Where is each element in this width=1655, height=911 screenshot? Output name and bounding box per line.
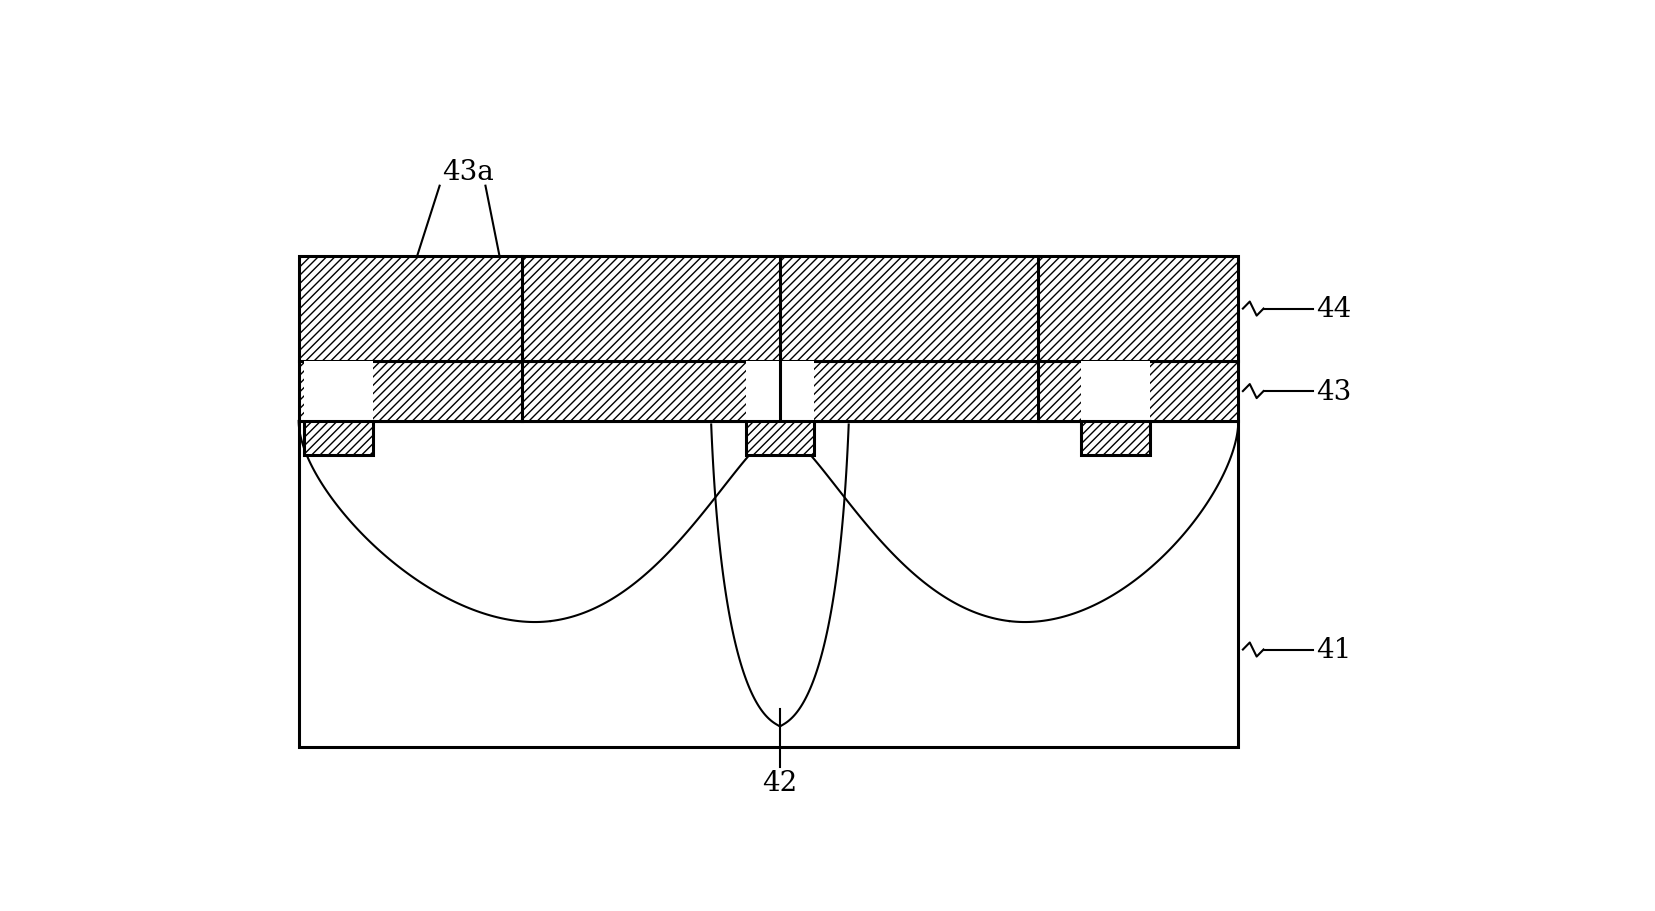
Text: 43a: 43a — [442, 159, 493, 186]
Bar — [1081, 422, 1149, 456]
Bar — [298, 362, 1238, 422]
Bar — [305, 362, 372, 422]
Text: 41: 41 — [1316, 636, 1350, 663]
Text: 44: 44 — [1316, 296, 1350, 322]
Text: 42: 42 — [761, 769, 798, 796]
Bar — [305, 422, 372, 456]
Bar — [298, 257, 1238, 362]
Bar — [745, 362, 814, 422]
Text: 43: 43 — [1316, 378, 1350, 405]
Bar — [298, 422, 1238, 748]
Bar — [745, 422, 814, 456]
Bar — [1081, 362, 1149, 422]
